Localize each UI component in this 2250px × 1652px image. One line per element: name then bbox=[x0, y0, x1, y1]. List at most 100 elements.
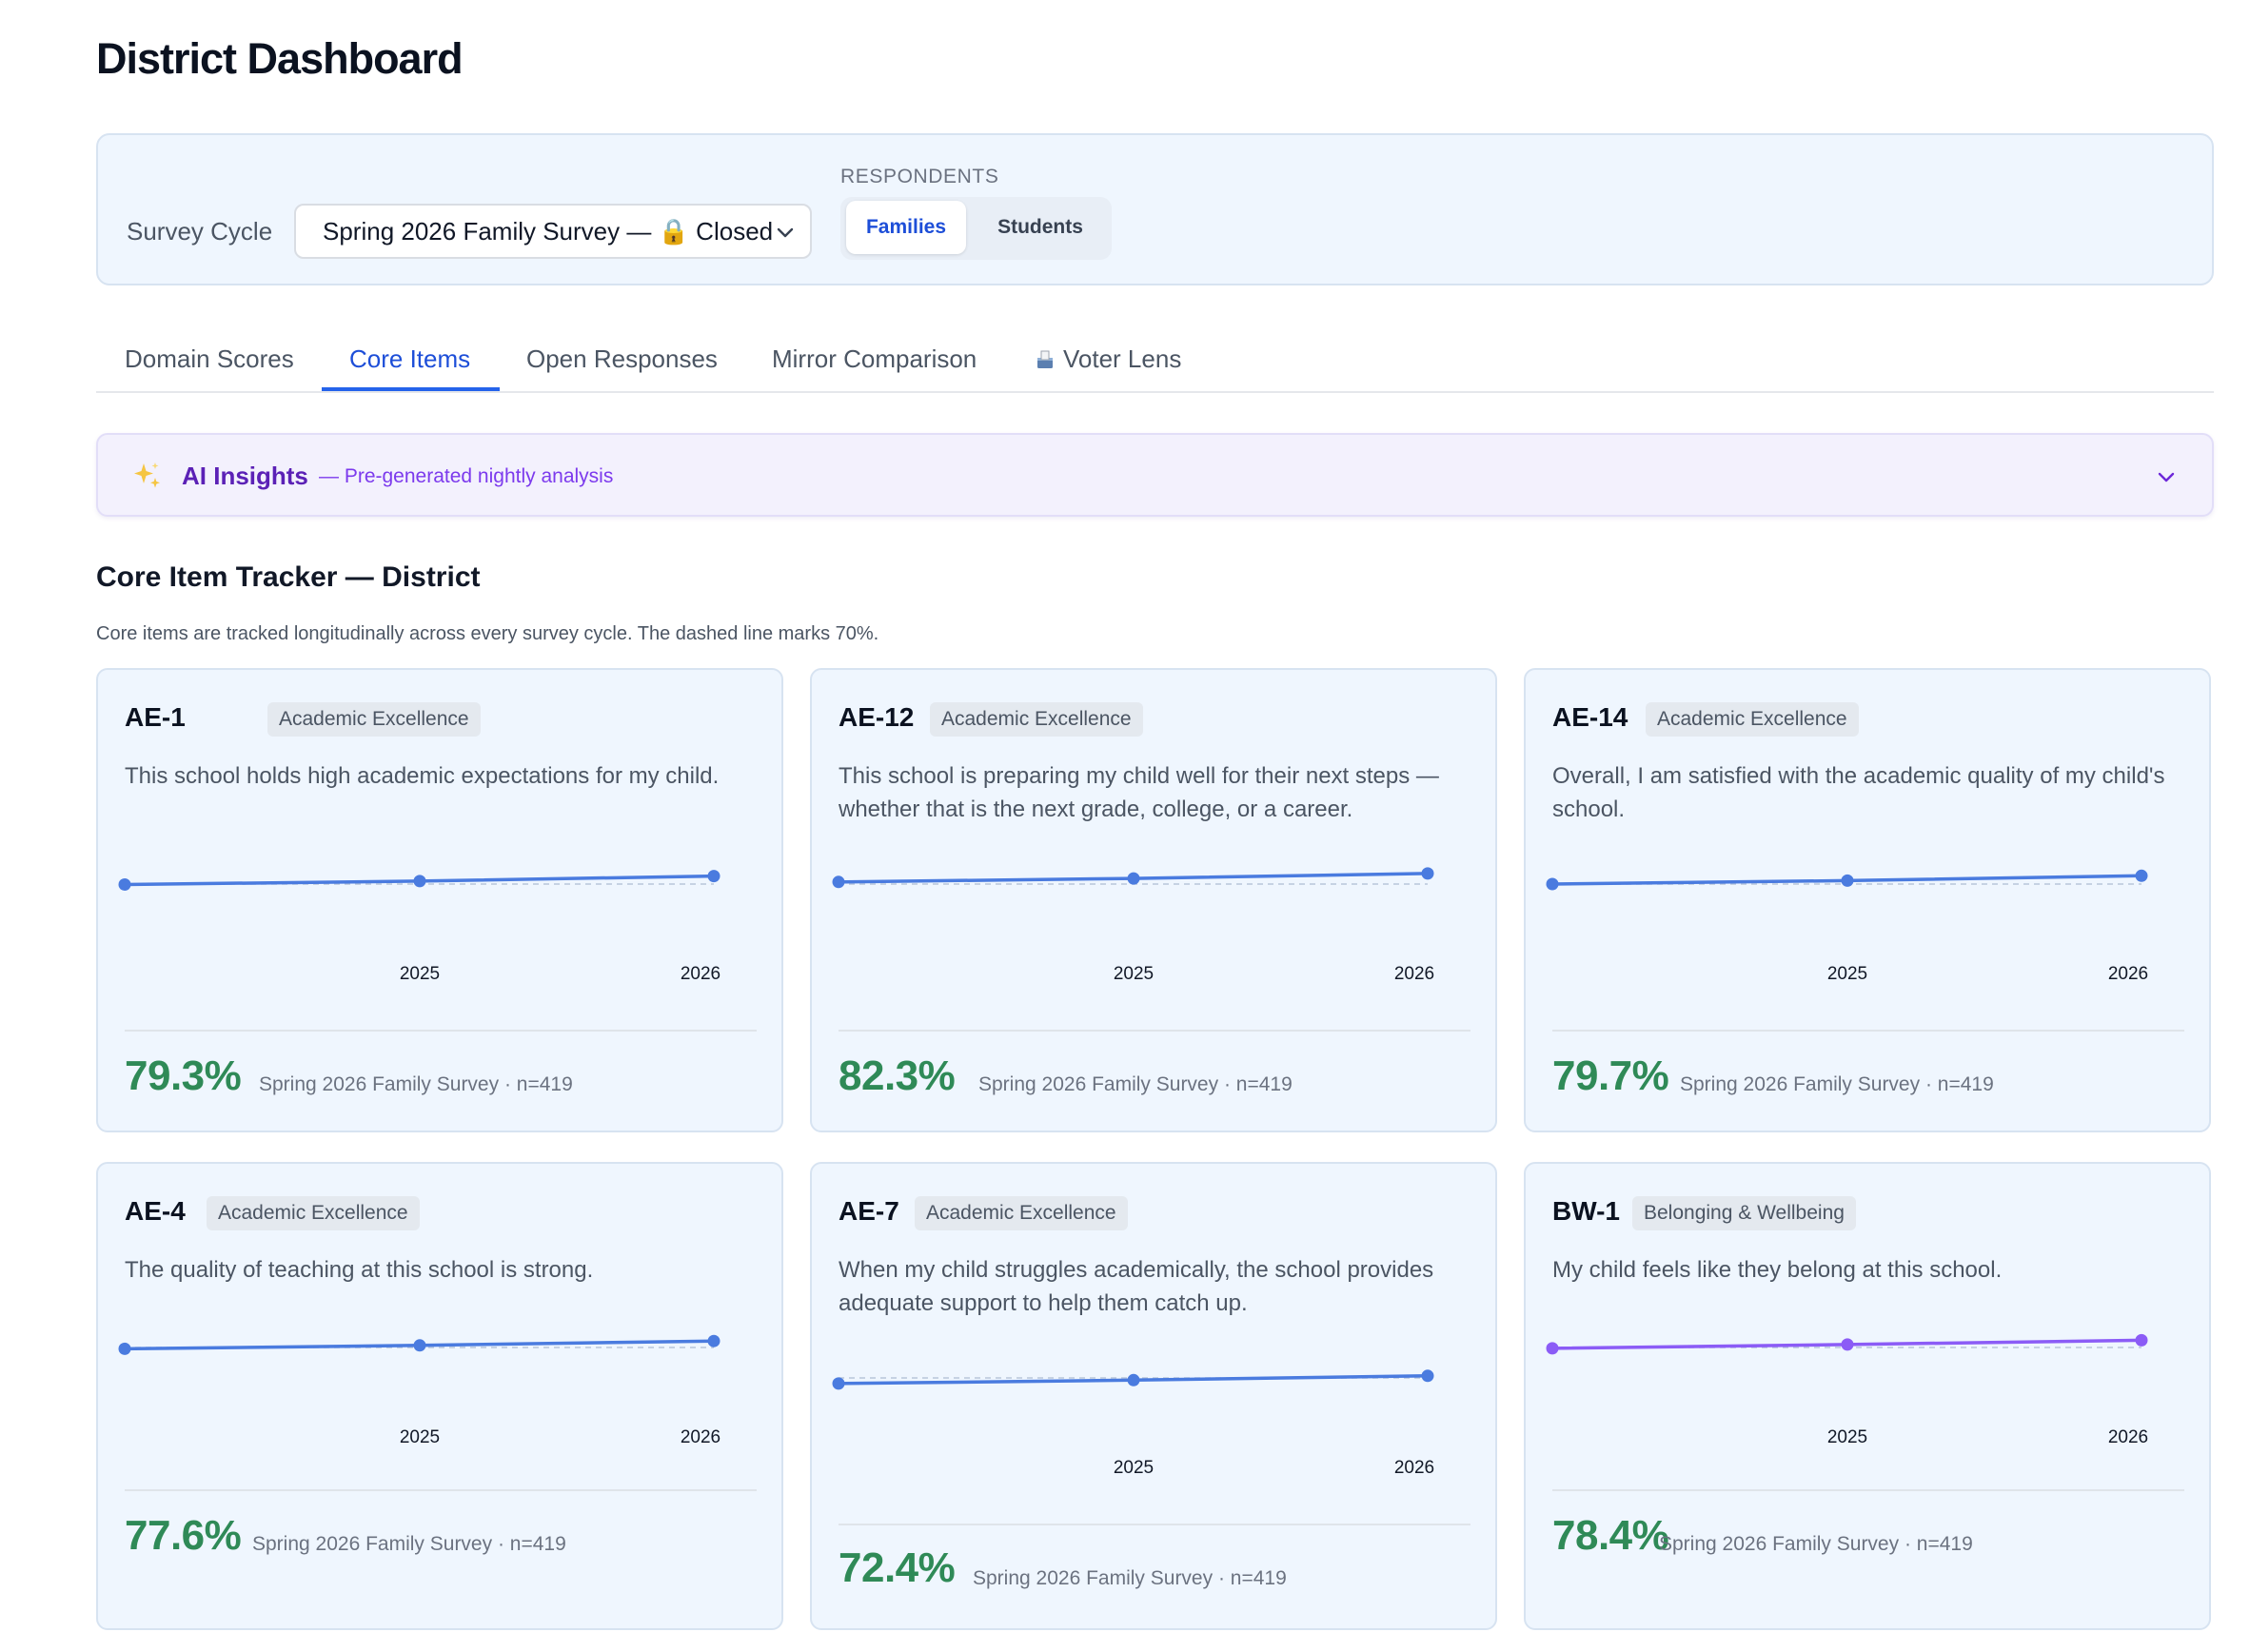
tab-domain-scores[interactable]: Domain Scores bbox=[125, 344, 294, 374]
domain-badge: Academic Excellence bbox=[930, 702, 1143, 737]
domain-badge: Academic Excellence bbox=[1646, 702, 1859, 737]
trend-chart: 2025 2026 bbox=[125, 1312, 762, 1446]
page-title: District Dashboard bbox=[96, 34, 463, 84]
item-score: 78.4% bbox=[1552, 1512, 1668, 1560]
tab-voter-lens-label: Voter Lens bbox=[1063, 344, 1181, 373]
data-point bbox=[708, 1335, 720, 1347]
card-divider bbox=[125, 1489, 757, 1491]
item-meta: Spring 2026 Family Survey · n=419 bbox=[978, 1073, 1293, 1096]
item-question: This school holds high academic expectat… bbox=[125, 759, 762, 793]
x-tick-label: 2025 bbox=[400, 1427, 440, 1447]
item-score: 79.3% bbox=[125, 1052, 241, 1100]
trend-chart: 2025 2026 bbox=[1552, 1312, 2190, 1446]
core-item-card: AE-4 Academic Excellence The quality of … bbox=[96, 1162, 783, 1630]
trend-chart: 2025 2026 bbox=[125, 849, 762, 982]
card-divider bbox=[1552, 1030, 2184, 1032]
ai-insights-subtitle: — Pre-generated nightly analysis bbox=[319, 465, 613, 488]
survey-cycle-select[interactable]: Spring 2026 Family Survey — 🔒 Closed bbox=[294, 204, 812, 259]
tab-bar: Domain Scores Core Items Open Responses … bbox=[96, 329, 2214, 393]
card-divider bbox=[839, 1030, 1470, 1032]
data-point bbox=[414, 1339, 426, 1351]
data-point bbox=[833, 1377, 845, 1389]
item-code: AE-14 bbox=[1552, 702, 1628, 733]
respondents-families-button[interactable]: Families bbox=[846, 201, 966, 254]
x-tick-label: 2025 bbox=[1114, 1458, 1154, 1478]
card-divider bbox=[1552, 1489, 2184, 1491]
domain-badge: Academic Excellence bbox=[915, 1196, 1128, 1230]
data-point bbox=[1547, 1342, 1559, 1354]
item-score: 77.6% bbox=[125, 1512, 241, 1560]
item-code: AE-4 bbox=[125, 1196, 186, 1227]
data-point bbox=[2136, 870, 2148, 882]
item-code: AE-1 bbox=[125, 702, 186, 733]
ai-insights-toggle[interactable]: AI Insights — Pre-generated nightly anal… bbox=[96, 433, 2214, 517]
core-item-card: AE-7 Academic Excellence When my child s… bbox=[810, 1162, 1497, 1630]
chevron-down-icon bbox=[2155, 465, 2178, 488]
core-item-card: BW-1 Belonging & Wellbeing My child feel… bbox=[1524, 1162, 2211, 1630]
item-score: 72.4% bbox=[839, 1544, 955, 1592]
data-point bbox=[1842, 875, 1854, 887]
item-score: 79.7% bbox=[1552, 1052, 1668, 1100]
item-code: AE-7 bbox=[839, 1196, 899, 1227]
domain-badge: Academic Excellence bbox=[207, 1196, 420, 1230]
core-item-card: AE-1 Academic Excellence This school hol… bbox=[96, 668, 783, 1132]
sparkles-icon bbox=[130, 460, 163, 492]
tab-mirror-comparison[interactable]: Mirror Comparison bbox=[772, 344, 977, 374]
x-tick-label: 2026 bbox=[681, 964, 720, 984]
item-meta: Spring 2026 Family Survey · n=419 bbox=[252, 1533, 566, 1556]
domain-badge: Belonging & Wellbeing bbox=[1632, 1196, 1856, 1230]
data-point bbox=[708, 870, 720, 882]
x-tick-label: 2025 bbox=[1827, 964, 1867, 984]
tab-open-responses[interactable]: Open Responses bbox=[526, 344, 718, 374]
item-question: Overall, I am satisfied with the academi… bbox=[1552, 759, 2190, 826]
item-question: The quality of teaching at this school i… bbox=[125, 1253, 762, 1287]
data-point bbox=[2136, 1334, 2148, 1347]
data-point bbox=[1547, 878, 1559, 891]
ai-insights-title: AI Insights bbox=[182, 462, 308, 491]
section-description: Core items are tracked longitudinally ac… bbox=[96, 623, 878, 645]
item-question: When my child struggles academically, th… bbox=[839, 1253, 1476, 1320]
item-question: This school is preparing my child well f… bbox=[839, 759, 1476, 826]
trend-chart: 2025 2026 bbox=[839, 1343, 1476, 1476]
data-point bbox=[414, 875, 426, 887]
x-tick-label: 2025 bbox=[400, 964, 440, 984]
respondents-toggle: Families Students bbox=[840, 197, 1112, 260]
section-title: Core Item Tracker — District bbox=[96, 561, 481, 594]
x-tick-label: 2025 bbox=[1827, 1427, 1867, 1447]
item-question: My child feels like they belong at this … bbox=[1552, 1253, 2190, 1287]
data-point bbox=[1422, 867, 1434, 879]
data-point bbox=[1842, 1338, 1854, 1350]
data-point bbox=[1128, 873, 1140, 885]
data-point bbox=[119, 878, 131, 891]
trend-chart: 2025 2026 bbox=[839, 849, 1476, 982]
x-tick-label: 2026 bbox=[2108, 964, 2148, 984]
core-item-card: AE-14 Academic Excellence Overall, I am … bbox=[1524, 668, 2211, 1132]
domain-badge: Academic Excellence bbox=[267, 702, 481, 737]
chevron-down-icon bbox=[774, 221, 797, 244]
data-point bbox=[1128, 1374, 1140, 1386]
survey-cycle-label: Survey Cycle bbox=[127, 217, 272, 246]
data-point bbox=[833, 875, 845, 888]
x-tick-label: 2026 bbox=[1394, 1458, 1434, 1478]
data-point bbox=[1422, 1369, 1434, 1382]
item-meta: Spring 2026 Family Survey · n=419 bbox=[1659, 1533, 1973, 1556]
respondents-label: RESPONDENTS bbox=[840, 166, 998, 188]
item-meta: Spring 2026 Family Survey · n=419 bbox=[973, 1567, 1287, 1590]
tab-core-items[interactable]: Core Items bbox=[349, 344, 470, 374]
item-code: AE-12 bbox=[839, 702, 914, 733]
x-tick-label: 2026 bbox=[681, 1427, 720, 1447]
survey-cycle-value: Spring 2026 Family Survey — 🔒 Closed bbox=[323, 217, 773, 246]
item-meta: Spring 2026 Family Survey · n=419 bbox=[259, 1073, 573, 1096]
data-point bbox=[119, 1343, 131, 1355]
trend-chart: 2025 2026 bbox=[1552, 849, 2190, 982]
respondents-students-button[interactable]: Students bbox=[974, 201, 1107, 254]
tab-voter-lens[interactable]: Voter Lens bbox=[1035, 344, 1181, 374]
x-tick-label: 2026 bbox=[2108, 1427, 2148, 1447]
filter-panel: Survey Cycle Spring 2026 Family Survey —… bbox=[96, 133, 2214, 285]
item-meta: Spring 2026 Family Survey · n=419 bbox=[1680, 1073, 1994, 1096]
core-item-card: AE-12 Academic Excellence This school is… bbox=[810, 668, 1497, 1132]
x-tick-label: 2026 bbox=[1394, 964, 1434, 984]
x-tick-label: 2025 bbox=[1114, 964, 1154, 984]
card-divider bbox=[839, 1524, 1470, 1525]
item-code: BW-1 bbox=[1552, 1196, 1620, 1227]
